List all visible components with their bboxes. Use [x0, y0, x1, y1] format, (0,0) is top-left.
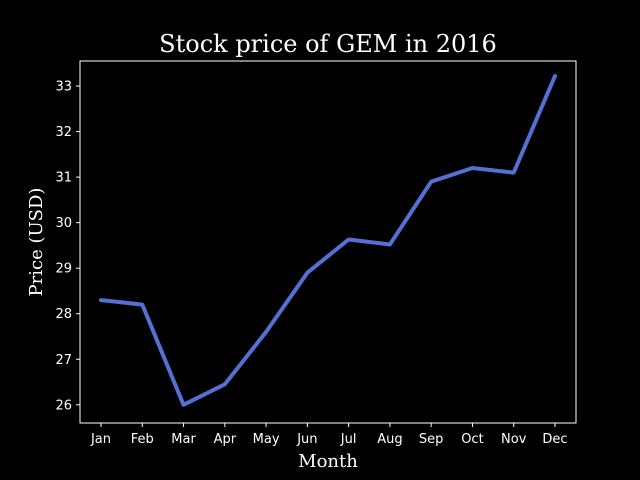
- x-tick-label: Oct: [461, 432, 483, 447]
- chart-title: Stock price of GEM in 2016: [159, 30, 497, 58]
- y-tick-label: 32: [55, 125, 72, 140]
- y-axis: 26 27 28 29 30 31 32 33: [55, 80, 80, 413]
- x-tick-label: Jul: [340, 432, 357, 447]
- y-tick-label: 33: [55, 80, 72, 95]
- y-tick-label: 26: [55, 398, 72, 413]
- x-tick-label: Apr: [214, 432, 237, 447]
- x-tick-label: Mar: [171, 432, 196, 447]
- x-tick-label: Nov: [501, 432, 527, 447]
- x-tick-label: Feb: [131, 432, 154, 447]
- y-tick-label: 27: [55, 353, 72, 368]
- y-tick-label: 31: [55, 171, 72, 186]
- y-tick-label: 29: [55, 262, 72, 277]
- price-line: [99, 74, 557, 407]
- x-tick-label: Aug: [377, 432, 402, 447]
- y-axis-label: Price (USD): [26, 188, 47, 297]
- x-tick-label: Dec: [542, 432, 567, 447]
- y-tick-label: 30: [55, 216, 72, 231]
- series-group: [99, 74, 557, 407]
- x-tick-label: May: [253, 432, 280, 447]
- x-tick-label: Jan: [90, 432, 111, 447]
- x-tick-label: Jun: [296, 432, 317, 447]
- x-axis-label: Month: [298, 451, 358, 472]
- x-axis: Jan Feb Mar Apr May Jun Jul Aug Sep Oct Nov Dec: [90, 423, 568, 447]
- x-tick-label: Sep: [419, 432, 444, 447]
- y-tick-label: 28: [55, 307, 72, 322]
- plot-frame: [79, 60, 577, 424]
